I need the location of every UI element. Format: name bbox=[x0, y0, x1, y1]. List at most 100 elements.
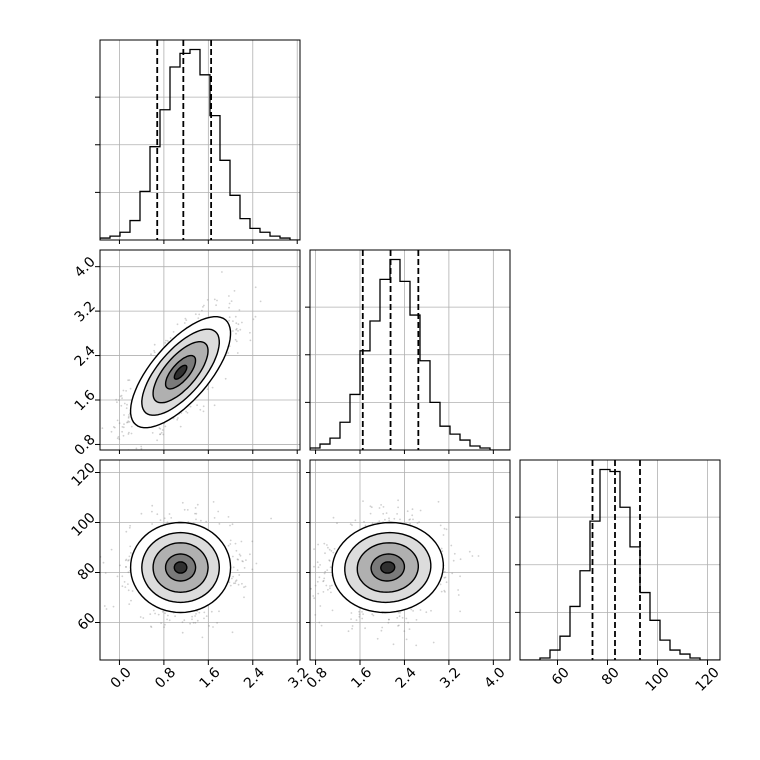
scatter-point bbox=[399, 611, 401, 614]
scatter-point bbox=[234, 582, 237, 585]
scatter-point bbox=[128, 379, 131, 381]
scatter-point bbox=[177, 417, 179, 419]
scatter-point bbox=[333, 547, 336, 550]
scatter-point bbox=[363, 520, 365, 523]
scatter-point bbox=[370, 506, 373, 509]
scatter-point bbox=[419, 509, 422, 512]
scatter-point bbox=[324, 552, 326, 555]
scatter-point bbox=[151, 523, 154, 525]
scatter-point bbox=[101, 427, 104, 430]
scatter-point bbox=[135, 447, 138, 450]
scatter-point bbox=[139, 616, 142, 618]
scatter-point bbox=[238, 574, 241, 576]
scatter-point bbox=[328, 559, 331, 562]
x-tick-label: 60 bbox=[549, 665, 573, 689]
y-tick-label: 80 bbox=[75, 560, 99, 584]
scatter-point bbox=[140, 445, 143, 448]
scatter-point bbox=[255, 562, 258, 565]
scatter-point bbox=[164, 612, 167, 615]
scatter-point bbox=[305, 542, 307, 544]
scatter-point bbox=[199, 408, 202, 411]
scatter-point bbox=[310, 587, 312, 590]
panel-background bbox=[310, 250, 510, 450]
scatter-point bbox=[217, 510, 220, 513]
scatter-point bbox=[163, 626, 166, 628]
scatter-point bbox=[419, 609, 422, 611]
scatter-point bbox=[128, 555, 131, 558]
scatter-point bbox=[116, 419, 119, 422]
scatter-point bbox=[318, 576, 321, 579]
scatter-point bbox=[183, 322, 186, 324]
scatter-point bbox=[172, 331, 175, 333]
scatter-point bbox=[213, 517, 216, 519]
scatter-point bbox=[117, 436, 120, 438]
scatter-point bbox=[397, 625, 399, 627]
scatter-point bbox=[392, 643, 395, 646]
scatter-point bbox=[251, 568, 254, 571]
scatter-point bbox=[313, 565, 315, 568]
scatter-point bbox=[194, 313, 197, 316]
scatter-point bbox=[125, 407, 128, 410]
scatter-point bbox=[313, 548, 315, 550]
scatter-point bbox=[415, 644, 418, 647]
scatter-point bbox=[408, 519, 411, 521]
scatter-point bbox=[166, 618, 169, 621]
scatter-point bbox=[112, 605, 115, 608]
scatter-point bbox=[150, 626, 153, 628]
scatter-point bbox=[192, 621, 195, 624]
scatter-point bbox=[179, 425, 182, 428]
density-panel-1-0 bbox=[99, 249, 301, 451]
scatter-point bbox=[235, 332, 237, 335]
scatter-point bbox=[129, 387, 132, 390]
scatter-point bbox=[351, 625, 354, 627]
scatter-point bbox=[142, 617, 145, 619]
scatter-point bbox=[406, 510, 409, 513]
scatter-point bbox=[127, 571, 130, 574]
scatter-point bbox=[195, 512, 198, 515]
scatter-point bbox=[150, 353, 152, 356]
x-tick-label: 120 bbox=[693, 665, 723, 695]
scatter-point bbox=[412, 610, 414, 612]
scatter-point bbox=[232, 575, 235, 578]
scatter-point bbox=[116, 575, 119, 578]
x-tick-label: 0.8 bbox=[304, 665, 331, 692]
y-tick-label: 0.8 bbox=[72, 432, 99, 459]
scatter-point bbox=[212, 501, 215, 503]
scatter-point bbox=[165, 339, 167, 342]
scatter-point bbox=[443, 576, 446, 579]
scatter-point bbox=[181, 501, 184, 504]
scatter-point bbox=[122, 426, 125, 429]
scatter-point bbox=[378, 507, 381, 509]
histogram-panel-1 bbox=[305, 249, 511, 451]
scatter-point bbox=[241, 321, 243, 324]
scatter-point bbox=[180, 412, 183, 414]
scatter-point bbox=[240, 540, 243, 543]
scatter-point bbox=[191, 618, 193, 621]
scatter-point bbox=[129, 545, 132, 548]
panel-frame bbox=[99, 39, 301, 241]
scatter-point bbox=[224, 377, 227, 380]
scatter-point bbox=[184, 317, 187, 320]
scatter-point bbox=[120, 404, 123, 407]
scatter-point bbox=[330, 550, 333, 552]
y-tick-label: 60 bbox=[75, 610, 99, 634]
scatter-point bbox=[122, 434, 125, 437]
scatter-point bbox=[349, 523, 352, 525]
scatter-point bbox=[270, 517, 272, 520]
scatter-point bbox=[312, 595, 315, 597]
scatter-point bbox=[388, 519, 391, 522]
scatter-point bbox=[167, 614, 169, 617]
scatter-point bbox=[127, 433, 130, 435]
x-tick-label: 3.2 bbox=[437, 665, 464, 692]
scatter-point bbox=[364, 627, 366, 630]
scatter-point bbox=[323, 577, 326, 580]
scatter-point bbox=[123, 402, 126, 405]
scatter-point bbox=[387, 621, 390, 624]
panel-frame bbox=[99, 249, 301, 451]
scatter-point bbox=[369, 512, 372, 515]
x-tick-label: 0.0 bbox=[108, 665, 135, 692]
scatter-point bbox=[121, 585, 124, 588]
scatter-point bbox=[236, 558, 239, 561]
scatter-point bbox=[216, 299, 218, 302]
scatter-point bbox=[118, 399, 120, 401]
